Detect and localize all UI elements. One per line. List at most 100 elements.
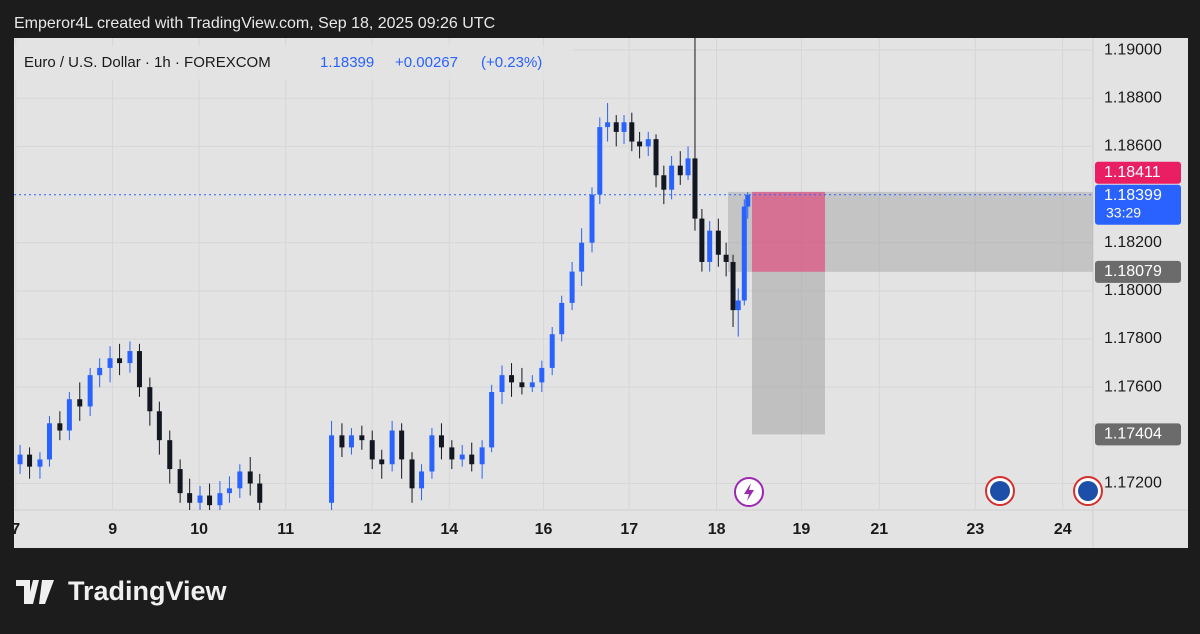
candle-body: [167, 440, 173, 470]
candle-body: [629, 122, 635, 142]
candle-body: [479, 447, 485, 465]
candle-body: [329, 435, 335, 503]
position-tool: [14, 191, 1093, 435]
candle-body: [419, 471, 425, 489]
candle-body: [569, 271, 575, 303]
candle-body: [27, 454, 33, 467]
countdown: 33:29: [1106, 204, 1141, 220]
candle-body: [489, 392, 495, 448]
x-tick-label: 21: [870, 521, 888, 538]
candle-body: [469, 454, 475, 465]
event-icon-lightning[interactable]: [734, 477, 764, 507]
entry-price-box: [1095, 260, 1181, 283]
candle-body: [147, 387, 153, 412]
candle-body: [645, 139, 651, 147]
candle-body: [597, 127, 603, 195]
candle-body: [156, 411, 162, 441]
x-tick-label: 12: [363, 521, 381, 538]
candle-body: [661, 175, 667, 190]
candle-body: [499, 375, 505, 392]
last-price-label: 1.18399: [1104, 187, 1162, 204]
candle-body: [17, 454, 23, 465]
x-tick-label: 7: [11, 521, 20, 538]
candle-body: [97, 367, 103, 376]
y-tick-label: 1.18200: [1104, 234, 1162, 251]
candles: [17, 38, 751, 510]
stop-price-label: 1.18411: [1104, 164, 1161, 181]
candle-body: [741, 206, 747, 301]
y-tick-label: 1.17200: [1104, 475, 1162, 492]
candle-body: [399, 430, 405, 460]
candle-body: [127, 351, 133, 364]
candle-body: [247, 471, 253, 484]
brand: TradingView: [68, 576, 228, 606]
candle-body: [669, 165, 675, 190]
candle-body: [605, 122, 611, 128]
x-tick-label: 23: [966, 521, 984, 538]
tv-logo: [16, 580, 54, 604]
candle-body: [459, 454, 465, 460]
candle-body: [613, 122, 619, 132]
candle-body: [637, 141, 643, 147]
x-tick-label: 9: [108, 521, 117, 538]
price-change-pct: (+0.23%): [481, 54, 542, 71]
candle-body: [177, 469, 183, 494]
candle-body: [207, 495, 213, 506]
event-icon-eu[interactable]: [1073, 476, 1103, 506]
candle-body: [745, 194, 751, 207]
y-tick-label: 1.17600: [1104, 378, 1162, 395]
candle-body: [692, 158, 698, 219]
candle-body: [707, 230, 713, 262]
candle-body: [519, 382, 525, 388]
target-price-label: 1.17404: [1104, 426, 1162, 443]
candle-body: [57, 423, 63, 431]
candle-body: [685, 158, 691, 176]
axes: 1.19000 1.18800 1.18600 1.18200 1.18000 1.178…: [11, 41, 1181, 538]
candle-body: [197, 495, 203, 503]
candle-body: [359, 435, 365, 441]
price-change: +0.00267: [395, 54, 458, 71]
candle-body: [409, 459, 415, 489]
candle-body: [389, 430, 395, 465]
target-price-box: [1095, 423, 1181, 446]
candle-body: [653, 139, 659, 176]
candle-body: [87, 375, 93, 407]
chart-panel: [14, 38, 1188, 548]
candle-body: [621, 122, 627, 132]
x-tick-label: 24: [1054, 521, 1072, 538]
candle-body: [187, 493, 193, 503]
entry-price-label: 1.18079: [1104, 263, 1162, 280]
x-tick-label: 18: [708, 521, 726, 538]
candle-body: [77, 399, 83, 407]
candle-body: [369, 440, 375, 460]
candle-body: [549, 334, 555, 368]
candle-body: [699, 218, 705, 262]
y-tick-label: 1.19000: [1104, 41, 1162, 58]
candle-body: [257, 483, 263, 503]
target-zone: [752, 271, 825, 435]
candle-body: [136, 351, 142, 388]
candle-body: [117, 358, 123, 364]
candle-body: [438, 435, 444, 448]
x-tick-label: 10: [190, 521, 208, 538]
candle-body: [723, 254, 729, 262]
y-tick-label: 1.17800: [1104, 330, 1162, 347]
candle-body: [529, 382, 535, 388]
candle-body: [715, 230, 721, 255]
event-icon-eu[interactable]: [985, 476, 1015, 506]
eu-flag: [990, 481, 1010, 501]
candle-body: [735, 300, 741, 311]
candle-body: [559, 302, 565, 335]
candle-body: [379, 459, 385, 465]
eu-flag: [1078, 481, 1098, 501]
candle-body: [66, 399, 72, 431]
candle-body: [539, 367, 545, 383]
legend-bg: [14, 46, 574, 80]
symbol-title: Euro / U.S. Dollar · 1h · FOREXCOM: [24, 54, 271, 71]
y-tick-label: 1.18600: [1104, 138, 1162, 155]
candle-body: [237, 471, 243, 489]
x-tick-label: 14: [440, 521, 458, 538]
x-tick-label: 16: [535, 521, 553, 538]
candle-body: [226, 488, 232, 494]
